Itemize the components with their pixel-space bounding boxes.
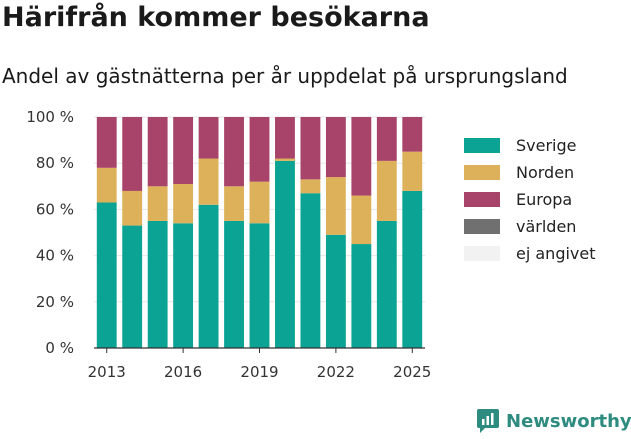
bar-segment	[300, 179, 321, 194]
legend-label: ej angivet	[516, 244, 596, 263]
legend-item: Sverige	[464, 136, 577, 155]
bar-segment	[122, 225, 143, 348]
legend-swatch	[464, 192, 500, 207]
bar-segment	[351, 117, 372, 196]
bar-segment	[224, 186, 244, 221]
bar-segment	[325, 234, 346, 348]
bar-segment	[122, 190, 143, 226]
legend-item: ej angivet	[464, 244, 596, 263]
bar-segment	[376, 220, 397, 348]
legend-swatch	[464, 219, 500, 234]
bar-segment	[376, 117, 397, 161]
x-tick-label: 2013	[88, 363, 126, 381]
bar-segment	[198, 117, 219, 159]
bar-segment	[376, 160, 397, 221]
bar-segment	[147, 186, 168, 221]
bar-segment	[275, 158, 295, 161]
brand-name: Newsworthy	[506, 410, 631, 432]
bar-segment	[96, 117, 117, 168]
chart-title: Härifrån kommer besökarna	[2, 2, 430, 33]
y-tick-label: 40 %	[36, 247, 74, 265]
y-tick-label: 20 %	[36, 293, 74, 311]
bar-segment	[198, 158, 219, 205]
bar-segment	[300, 193, 321, 348]
bar-segment	[402, 190, 423, 348]
chart-subtitle: Andel av gästnätterna per år uppdelat på…	[2, 64, 568, 88]
legend-swatch	[464, 138, 500, 153]
legend-label: Sverige	[516, 136, 577, 155]
bar-segment	[402, 117, 423, 152]
bar-segment	[275, 160, 295, 348]
bar-segment	[325, 177, 346, 235]
legend-item: Europa	[464, 190, 572, 209]
bar-segment	[173, 183, 194, 224]
x-tick-label: 2016	[164, 363, 202, 381]
legend-label: världen	[516, 217, 576, 236]
y-tick-label: 60 %	[36, 200, 74, 218]
legend-swatch	[464, 246, 500, 261]
bar-segment	[147, 117, 168, 187]
bar-segment	[224, 220, 244, 348]
legend-item: Norden	[464, 163, 574, 182]
x-tick-label: 2019	[240, 363, 278, 381]
newsworthy-logo-icon	[477, 409, 499, 433]
bar-segment	[402, 151, 423, 191]
brand: Newsworthy	[476, 408, 631, 434]
bar-segment	[249, 117, 270, 182]
bar-segment	[351, 195, 372, 245]
bar-segment	[147, 220, 168, 348]
bar-segment	[96, 202, 117, 348]
bar-segment	[249, 223, 270, 348]
y-tick-label: 80 %	[36, 154, 74, 172]
bar-segment	[224, 117, 244, 187]
legend-swatch	[464, 165, 500, 180]
bar-segment	[249, 181, 270, 224]
bar-segment	[198, 204, 219, 348]
y-tick-label: 0 %	[45, 339, 74, 357]
legend-label: Europa	[516, 190, 572, 209]
x-tick-label: 2022	[317, 363, 355, 381]
bar-segment	[275, 117, 295, 159]
bar-segment	[300, 117, 321, 180]
bar-segment	[325, 117, 346, 178]
legend-label: Norden	[516, 163, 574, 182]
bar-segment	[173, 117, 194, 184]
bar-segment	[351, 244, 372, 348]
x-tick-label: 2025	[393, 363, 431, 381]
bar-segment	[96, 167, 117, 203]
bar-segment	[173, 223, 194, 348]
y-tick-label: 100 %	[26, 108, 74, 126]
bar-segment	[122, 117, 143, 191]
legend-item: världen	[464, 217, 576, 236]
